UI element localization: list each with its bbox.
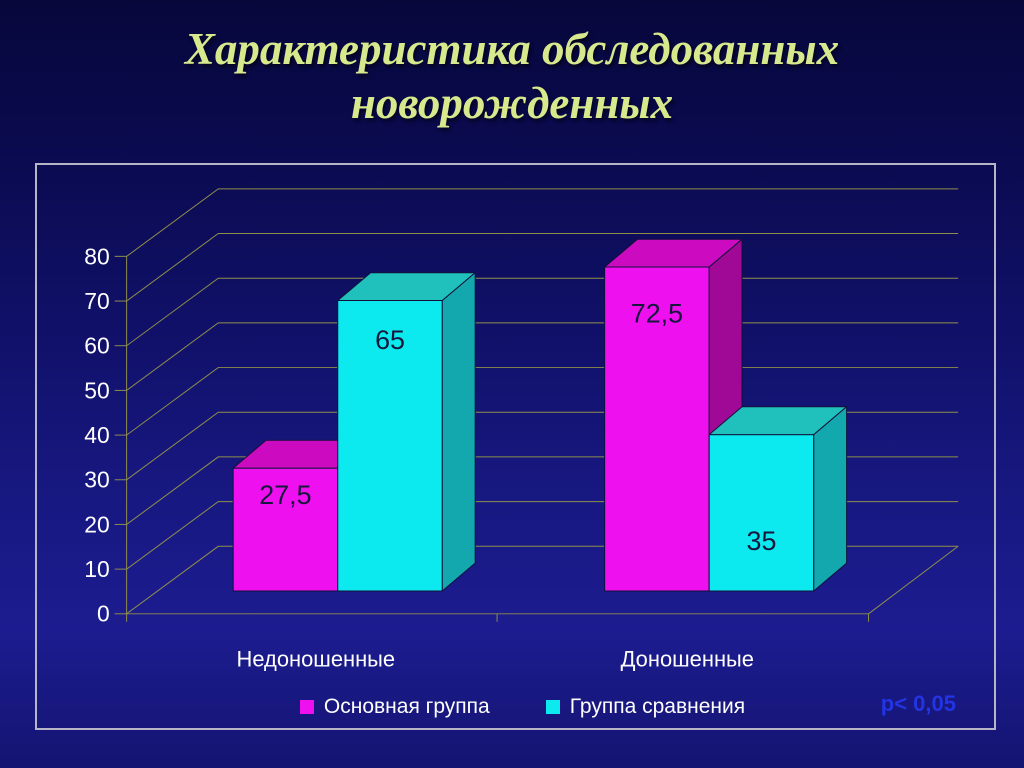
gridline <box>126 233 959 302</box>
gridline <box>126 277 959 347</box>
bar-value-label: 65 <box>375 325 405 355</box>
y-axis-label: 60 <box>84 333 109 359</box>
bar-front-face <box>708 434 815 592</box>
y-axis-label: 10 <box>84 556 109 582</box>
bar-value-label: 27,5 <box>259 480 311 510</box>
legend-item-comparison-group: Группа сравнения <box>545 695 746 719</box>
y-axis-label: 20 <box>84 511 109 537</box>
bar-side-face <box>441 272 476 592</box>
legend-label-comparison-group: Группа сравнения <box>569 695 746 718</box>
y-axis-label: 0 <box>97 601 110 627</box>
category-label: Недоношенные <box>237 646 396 671</box>
category-label: Доношенные <box>621 646 754 671</box>
legend-item-main-group: Основная группа <box>299 695 490 719</box>
y-axis-label: 70 <box>84 288 109 314</box>
chart-legend: Основная группа Группа сравнения <box>37 695 994 719</box>
bar-value-label: 72,5 <box>631 299 683 329</box>
y-axis-label: 80 <box>84 243 109 269</box>
p-value-note: p< 0,05 <box>880 691 956 716</box>
y-axis-label: 30 <box>84 467 109 493</box>
legend-label-main-group: Основная группа <box>323 695 490 718</box>
floor-right-edge <box>868 545 959 615</box>
bar-value-label: 35 <box>747 526 777 556</box>
gridline <box>126 322 959 391</box>
gridline <box>126 188 959 257</box>
y-axis-label: 40 <box>84 422 109 448</box>
bar-side-face <box>813 406 848 592</box>
legend-swatch-main-group <box>299 700 314 714</box>
chart-frame: 0 10 20 30 40 50 60 70 80 27,5 65 72,5 35 Недоношенны… <box>35 163 996 730</box>
y-axis-label: 50 <box>84 377 109 403</box>
legend-swatch-comparison-group <box>545 700 560 714</box>
bar-chart-3d: 0 10 20 30 40 50 60 70 80 27,5 65 72,5 35 Недоношенны… <box>84 188 959 671</box>
slide-title: Характеристика обследованных новорожденн… <box>184 24 840 128</box>
